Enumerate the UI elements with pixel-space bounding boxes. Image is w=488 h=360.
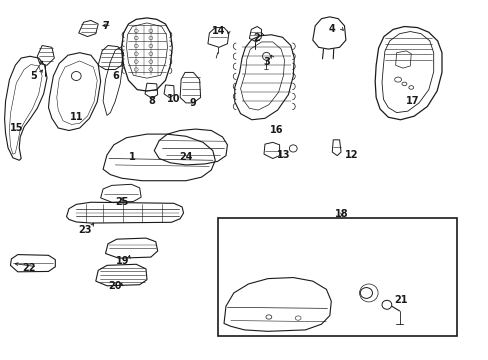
Text: 2: 2 (253, 33, 260, 43)
Text: 10: 10 (167, 94, 180, 104)
Text: 15: 15 (10, 123, 23, 133)
Text: 12: 12 (345, 150, 358, 160)
Text: 13: 13 (276, 150, 290, 160)
Text: 1: 1 (129, 152, 136, 162)
Text: 5: 5 (30, 71, 37, 81)
Text: 23: 23 (78, 225, 91, 235)
FancyBboxPatch shape (217, 218, 456, 336)
Text: 17: 17 (405, 96, 419, 106)
Text: 22: 22 (22, 263, 36, 273)
Text: 8: 8 (148, 96, 155, 106)
Text: 9: 9 (189, 98, 196, 108)
Text: 7: 7 (102, 21, 109, 31)
Text: 18: 18 (335, 209, 348, 219)
Text: 6: 6 (112, 71, 119, 81)
Text: 21: 21 (393, 295, 407, 305)
Text: 14: 14 (212, 26, 225, 36)
Text: 24: 24 (179, 152, 192, 162)
Text: 3: 3 (263, 57, 269, 67)
Text: 11: 11 (69, 112, 83, 122)
Text: 4: 4 (328, 24, 335, 35)
Text: 16: 16 (269, 125, 283, 135)
Text: 20: 20 (108, 281, 122, 291)
Text: 19: 19 (116, 256, 129, 266)
Text: 25: 25 (115, 197, 128, 207)
